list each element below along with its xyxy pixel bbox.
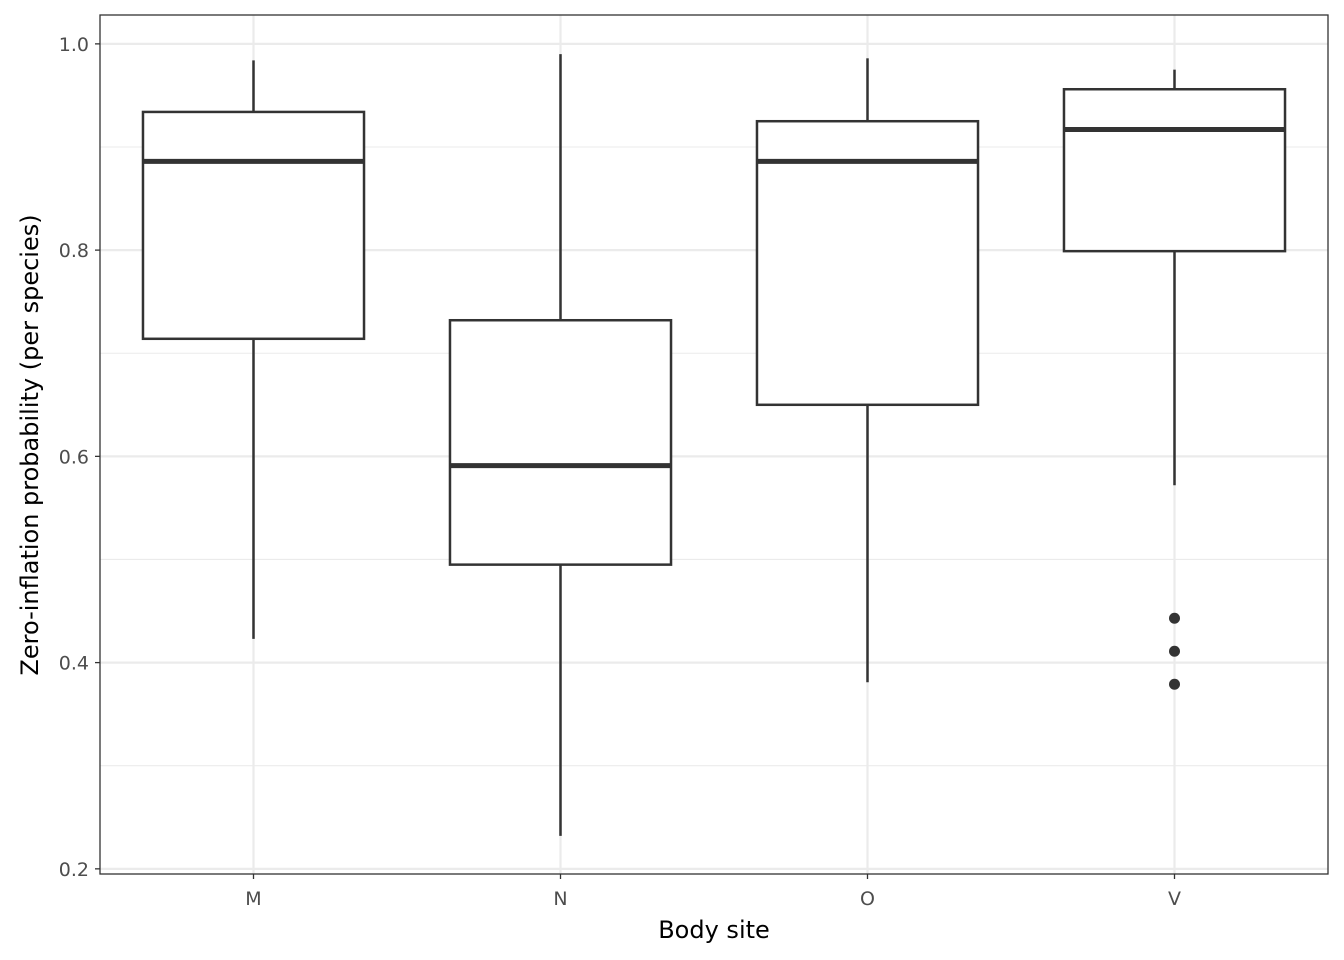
y-tick-label: 0.2	[59, 859, 89, 881]
box-M	[141, 60, 366, 639]
iqr-box	[755, 119, 980, 407]
x-tick-label: V	[1168, 888, 1181, 910]
y-tick-label: 1.0	[59, 34, 89, 56]
box-V	[1062, 69, 1287, 690]
panel-border	[99, 14, 1329, 875]
iqr-box	[448, 318, 673, 566]
axes: 0.2 0.4 0.6 0.8 1.0 M N O V	[59, 34, 1181, 910]
x-axis-title: Body site	[658, 916, 770, 944]
iqr-box	[141, 110, 366, 341]
y-tick-label: 0.8	[59, 240, 89, 262]
y-tick-label: 0.4	[59, 653, 89, 675]
outlier-point	[1169, 612, 1180, 624]
box-N	[448, 54, 673, 836]
outlier-point	[1169, 678, 1180, 690]
box-O	[755, 58, 980, 683]
x-tick-label: N	[553, 888, 567, 910]
box-series	[141, 54, 1287, 836]
iqr-box	[1062, 87, 1287, 253]
x-tick-label: O	[860, 888, 875, 910]
outlier-point	[1169, 645, 1180, 657]
x-tick-label: M	[245, 888, 261, 910]
y-axis-title: Zero-inflation probability (per species)	[16, 214, 44, 675]
y-tick-label: 0.6	[59, 446, 89, 468]
